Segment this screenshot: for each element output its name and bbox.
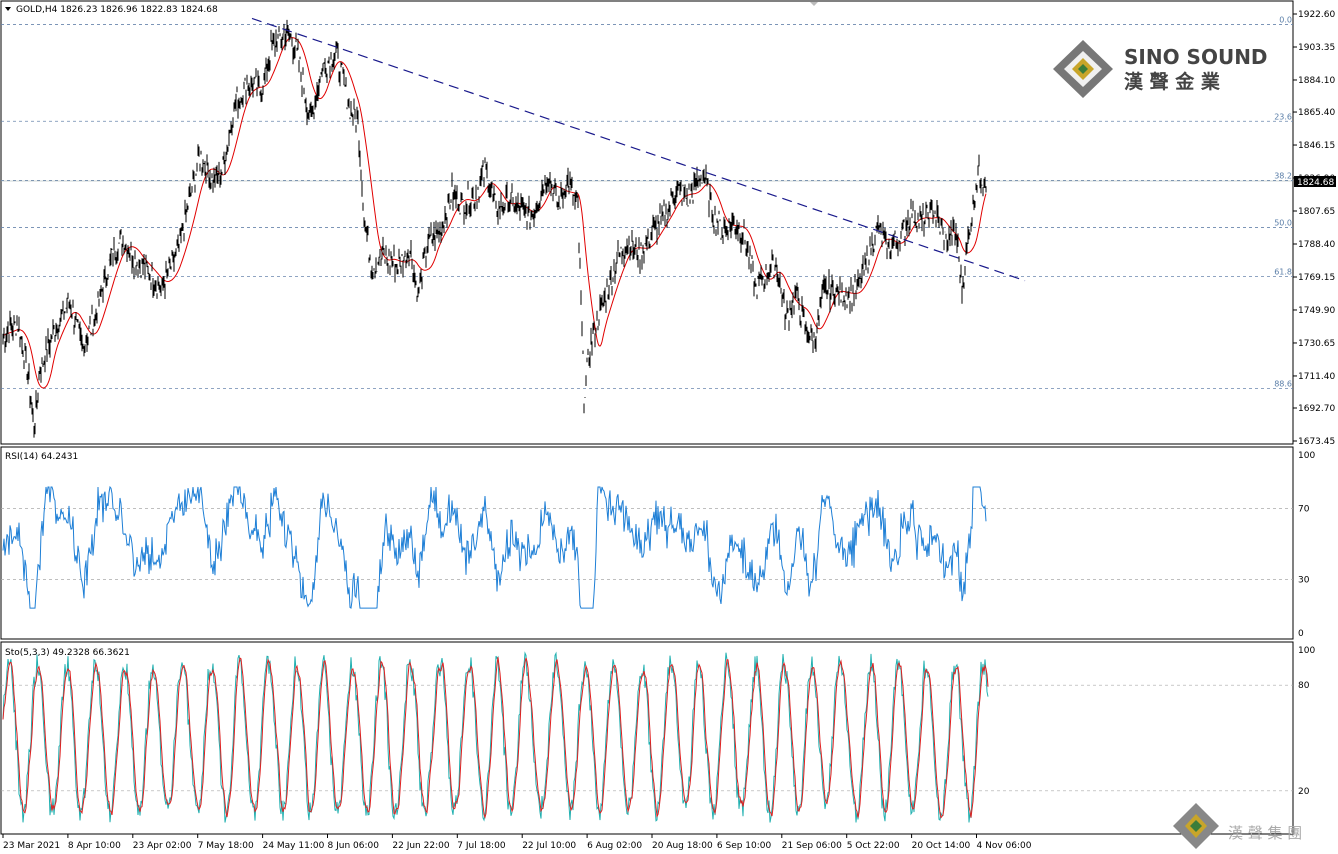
x-tick-label: 8 Jun 06:00 bbox=[328, 841, 380, 851]
menu-triangle-icon[interactable] bbox=[5, 7, 11, 11]
x-tick-label: 24 May 11:00 bbox=[263, 841, 325, 851]
stochastic-lines bbox=[2, 651, 989, 823]
fib-level-label: 88.6 bbox=[1274, 380, 1292, 389]
price-tick-label: 1884.10 bbox=[1298, 76, 1335, 86]
sto-levels: 100 80 20 bbox=[1, 646, 1315, 797]
x-tick-label: 23 Apr 02:00 bbox=[133, 841, 192, 851]
price-tick-label: 1846.15 bbox=[1298, 141, 1335, 151]
rsi-tick-label: 70 bbox=[1298, 504, 1310, 514]
ma-polyline bbox=[2, 37, 987, 389]
price-line bbox=[2, 19, 987, 438]
logo-name: SINO SOUND bbox=[1124, 45, 1268, 69]
price-tick-label: 1730.65 bbox=[1298, 339, 1335, 349]
rsi-info: RSI(14) 64.2431 bbox=[5, 452, 78, 462]
price-tick-label: 1692.70 bbox=[1298, 404, 1335, 414]
price-tick-label: 1711.40 bbox=[1298, 372, 1335, 382]
current-price-box bbox=[1294, 176, 1336, 187]
x-tick-label: 8 Apr 10:00 bbox=[68, 841, 121, 851]
price-tick-label: 1807.65 bbox=[1298, 207, 1335, 217]
price-tick-label: 1903.35 bbox=[1298, 43, 1335, 53]
footer-chinese: 漢 聲 集 團 bbox=[1228, 824, 1302, 842]
x-tick-label: 6 Aug 02:00 bbox=[587, 841, 642, 851]
logo-chinese: 漢 聲 金 業 bbox=[1124, 70, 1221, 93]
x-tick-label: 21 Sep 06:00 bbox=[782, 841, 842, 851]
price-bars bbox=[2, 19, 987, 438]
fib-level-label: 0.0 bbox=[1279, 15, 1292, 24]
x-axis: 23 Mar 2021 8 Apr 10:00 23 Apr 02:00 7 May … bbox=[2, 834, 1032, 851]
sino-sound-logo: SINO SOUND 漢 聲 金 業 bbox=[1053, 40, 1268, 98]
top-marker-icon bbox=[810, 2, 818, 6]
sto-tick-label: 80 bbox=[1298, 681, 1310, 691]
fib-level-label: 50.0 bbox=[1274, 219, 1292, 228]
sto-info: Sto(5,3,3) 49.2328 66.3621 bbox=[5, 648, 130, 658]
x-tick-label: 4 Nov 06:00 bbox=[977, 841, 1032, 851]
price-tick-label: 1749.90 bbox=[1298, 306, 1335, 316]
rsi-levels: 100 70 30 0 bbox=[1, 451, 1315, 639]
rsi-tick-label: 30 bbox=[1298, 576, 1310, 586]
descending-trendline bbox=[251, 17, 1026, 282]
rsi-tick-label: 0 bbox=[1298, 629, 1304, 639]
logo-diamond-center bbox=[1078, 64, 1088, 74]
footer-logo: 漢 聲 集 團 bbox=[1173, 803, 1302, 849]
current-price-label: 1824.68 bbox=[1297, 178, 1334, 188]
fib-level-label: 61.8 bbox=[1274, 267, 1292, 276]
sto-tick-label: 100 bbox=[1298, 646, 1315, 656]
trend-line bbox=[251, 17, 1026, 282]
price-tick-label: 1769.15 bbox=[1298, 273, 1335, 283]
footer-diamond-center bbox=[1190, 820, 1202, 832]
x-tick-label: 23 Mar 2021 bbox=[3, 841, 60, 851]
sto-tick-label: 20 bbox=[1298, 787, 1310, 797]
price-y-axis: 1922.601903.351884.101865.401846.151826.… bbox=[1293, 10, 1335, 447]
sto-panel-frame bbox=[0, 641, 1294, 835]
symbol-info: GOLD,H4 1826.23 1826.96 1822.83 1824.68 bbox=[16, 5, 218, 15]
x-tick-label: 20 Aug 18:00 bbox=[652, 841, 713, 851]
price-panel-frame bbox=[0, 0, 1294, 445]
moving-average-line bbox=[2, 37, 987, 389]
x-tick-label: 22 Jul 10:00 bbox=[522, 841, 576, 851]
fib-level-label: 38.2 bbox=[1274, 171, 1292, 180]
x-tick-label: 20 Oct 14:00 bbox=[912, 841, 971, 851]
price-tick-label: 1922.60 bbox=[1298, 10, 1335, 20]
price-tick-label: 1788.40 bbox=[1298, 240, 1335, 250]
rsi-line bbox=[2, 485, 987, 609]
fib-level-label: 23.6 bbox=[1274, 112, 1292, 121]
rsi-polyline bbox=[2, 485, 987, 609]
x-tick-label: 22 Jun 22:00 bbox=[392, 841, 449, 851]
x-tick-label: 6 Sep 10:00 bbox=[717, 841, 772, 851]
sto-signal-line bbox=[2, 657, 989, 820]
rsi-tick-label: 100 bbox=[1298, 451, 1315, 461]
price-tick-label: 1673.45 bbox=[1298, 437, 1335, 447]
fibonacci-levels: 0.0 23.6 38.2 50.0 61.8 88.6 bbox=[1, 15, 1293, 390]
rsi-panel-frame bbox=[0, 446, 1294, 640]
x-tick-label: 7 Jul 18:00 bbox=[457, 841, 506, 851]
x-tick-label: 7 May 18:00 bbox=[198, 841, 254, 851]
price-tick-label: 1865.40 bbox=[1298, 108, 1335, 118]
x-tick-label: 5 Oct 22:00 bbox=[847, 841, 900, 851]
